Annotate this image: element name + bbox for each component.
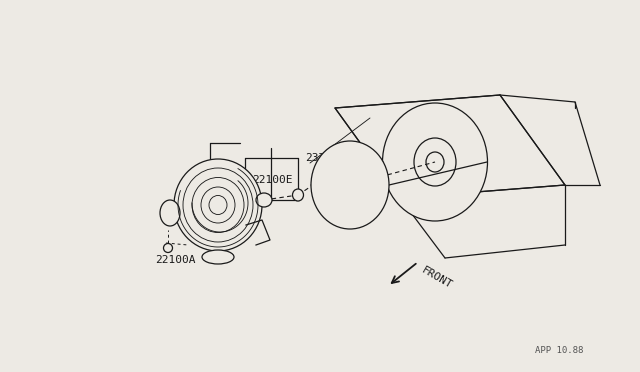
Ellipse shape (426, 152, 444, 172)
Ellipse shape (292, 189, 303, 201)
Ellipse shape (414, 138, 456, 186)
Ellipse shape (256, 193, 272, 207)
Text: FRONT: FRONT (420, 265, 454, 291)
Ellipse shape (383, 103, 488, 221)
Ellipse shape (202, 250, 234, 264)
Text: 23731M: 23731M (305, 153, 346, 163)
Ellipse shape (174, 159, 262, 251)
Polygon shape (335, 95, 565, 198)
Ellipse shape (311, 141, 389, 229)
Text: 22100E: 22100E (252, 175, 292, 185)
Text: 22100A: 22100A (155, 255, 195, 265)
Text: APP 10.88: APP 10.88 (535, 346, 584, 355)
Ellipse shape (163, 244, 173, 253)
Ellipse shape (160, 200, 180, 226)
